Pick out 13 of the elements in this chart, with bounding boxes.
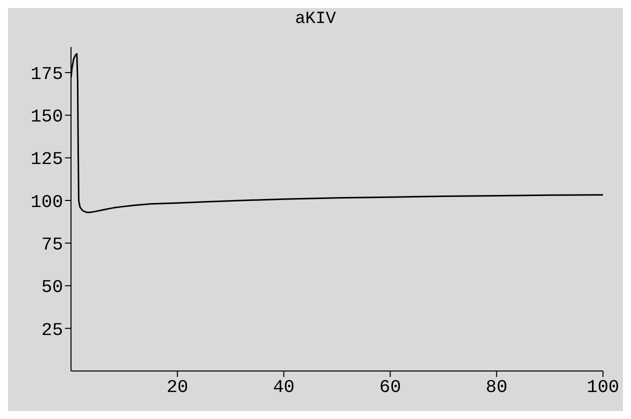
y-tick-label: 100 xyxy=(30,192,63,213)
y-tick-label: 175 xyxy=(30,64,63,85)
chart-title: aKIV xyxy=(294,9,337,31)
x-tick-label: 100 xyxy=(586,378,620,398)
y-tick-label: 150 xyxy=(30,108,63,128)
x-tick-label: 80 xyxy=(486,378,508,398)
x-tick-label: 60 xyxy=(379,378,402,398)
y-tick-label: 50 xyxy=(41,278,63,298)
y-tick-label: 125 xyxy=(30,150,63,170)
x-tick-label: 40 xyxy=(272,378,295,398)
y-tick-label: 25 xyxy=(41,320,63,341)
x-tick-label: 20 xyxy=(166,378,188,398)
y-tick-label: 75 xyxy=(41,235,63,256)
